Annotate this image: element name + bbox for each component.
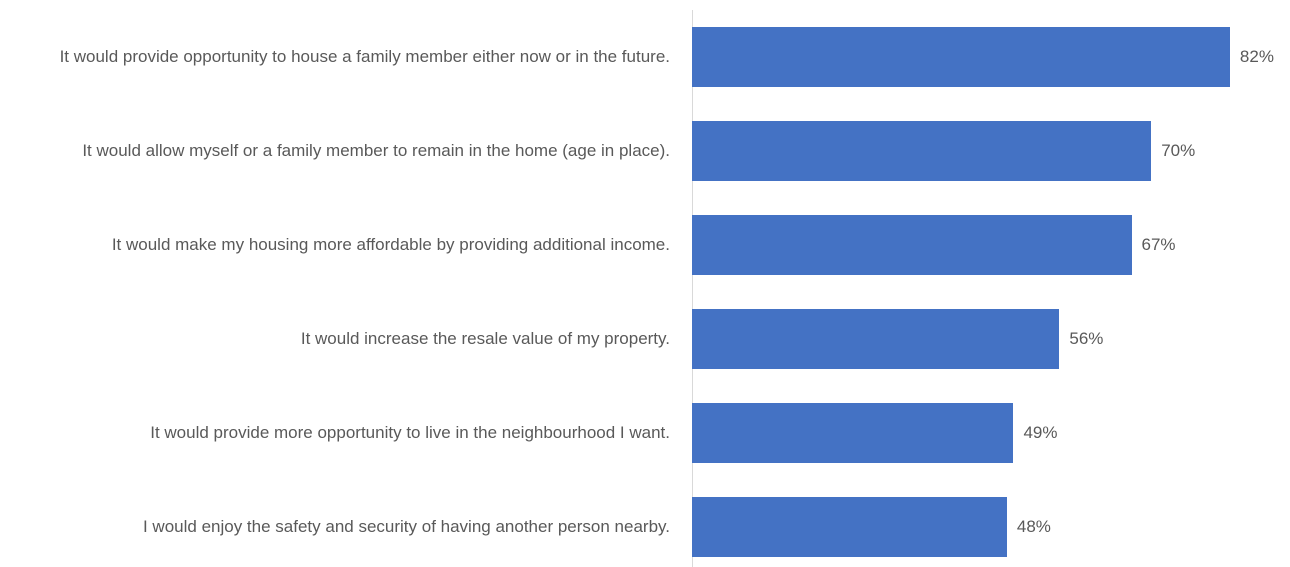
data-label: 49% [1023, 423, 1058, 442]
bar [692, 215, 1132, 275]
bar [692, 309, 1060, 369]
bar [692, 121, 1152, 181]
category-label: It would increase the resale value of my… [300, 329, 670, 348]
category-label-box: It would increase the resale value of my… [0, 309, 670, 369]
category-label-box: It would allow myself or a family member… [0, 121, 670, 181]
data-label: 70% [1161, 141, 1196, 160]
category-label: It would provide more opportunity to liv… [150, 423, 670, 442]
bar [692, 27, 1230, 87]
category-label: It would make my housing more affordable… [111, 235, 670, 254]
data-label: 82% [1239, 47, 1274, 66]
category-label: It would allow myself or a family member… [82, 141, 670, 160]
category-label: It would provide opportunity to house a … [59, 47, 670, 66]
category-label-box: It would provide more opportunity to liv… [0, 403, 670, 463]
category-label-box: It would make my housing more affordable… [0, 215, 670, 275]
data-label: 48% [1016, 517, 1051, 536]
category-axis [692, 10, 693, 567]
category-label: I would enjoy the safety and security of… [142, 517, 670, 536]
category-label-box: It would provide opportunity to house a … [0, 27, 670, 87]
data-label: 67% [1141, 235, 1176, 254]
bar [692, 403, 1014, 463]
bar [692, 497, 1007, 557]
data-label: 56% [1069, 329, 1104, 348]
category-label-box: I would enjoy the safety and security of… [0, 497, 670, 557]
